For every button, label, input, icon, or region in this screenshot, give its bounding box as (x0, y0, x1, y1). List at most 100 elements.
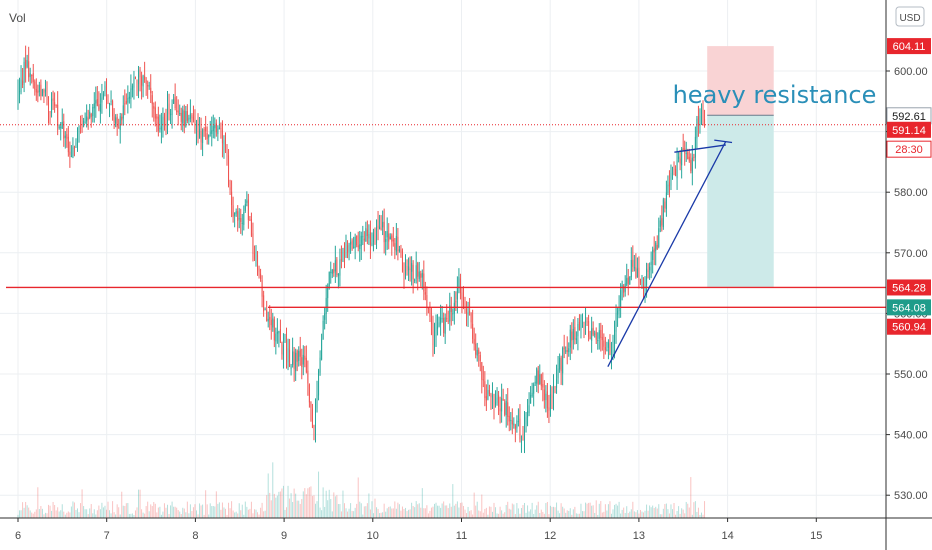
volume-bar (282, 485, 284, 518)
candle-body (578, 321, 580, 331)
volume-bar (279, 491, 281, 518)
take-profit-zone[interactable] (707, 115, 774, 288)
candle-body (604, 346, 606, 351)
volume-bar (368, 493, 370, 518)
volume-bar (228, 502, 230, 518)
candle-body (369, 231, 371, 246)
candle-body (636, 268, 638, 277)
candle-body (130, 88, 132, 99)
currency-button[interactable]: USD (895, 6, 925, 27)
volume-bar (278, 491, 280, 518)
volume-bar (253, 509, 255, 518)
volume-bar (63, 511, 65, 518)
candle-body (626, 278, 628, 286)
volume-bar (130, 513, 132, 518)
candle-body (652, 249, 654, 261)
candle-body (63, 121, 65, 139)
candle-body (263, 295, 265, 312)
volume-bar (205, 490, 207, 518)
candle-body (347, 245, 349, 253)
candle-body (160, 126, 162, 130)
volume-bar (377, 508, 379, 518)
candle-body (217, 128, 219, 135)
candle-body (313, 425, 315, 428)
candle-body (581, 319, 583, 321)
trendline[interactable] (674, 144, 726, 153)
candle-body (257, 254, 259, 270)
volume-bar (696, 511, 698, 518)
x-tick-label: 14 (721, 530, 733, 542)
trendline[interactable] (714, 139, 733, 144)
volume-bar (194, 504, 196, 518)
candle-body (86, 116, 88, 122)
stop-loss-zone[interactable] (707, 46, 774, 116)
candle-body (211, 130, 213, 134)
volume-bar (382, 512, 384, 518)
volume-bar (563, 508, 565, 518)
candle-body (195, 122, 197, 133)
volume-bar (281, 488, 283, 518)
volume-bar (652, 505, 654, 518)
candle-body (530, 394, 532, 404)
candle-body (502, 399, 504, 401)
volume-bar (562, 506, 564, 518)
candle-body (418, 271, 420, 279)
y-tick-label: 530.00 (894, 490, 928, 502)
candle-body (594, 333, 596, 335)
volume-bar (501, 510, 503, 518)
candle-body (633, 267, 635, 269)
candle-body (676, 160, 678, 179)
volume-bar (340, 511, 342, 518)
volume-bar (449, 503, 451, 518)
volume-bar (231, 501, 233, 518)
candle-body (414, 279, 416, 281)
volume-bar (221, 502, 223, 518)
candle-body (351, 240, 353, 249)
volume-bar (211, 506, 213, 518)
candle-body (240, 217, 242, 222)
volume-bar (353, 511, 355, 518)
candle-body (411, 263, 413, 272)
candle-body (124, 103, 126, 105)
volume-bar (467, 506, 469, 518)
candle-body (289, 349, 291, 367)
volume-bar (362, 514, 364, 518)
volume-bar (559, 513, 561, 518)
candle-body (395, 235, 397, 252)
drawings[interactable] (0, 124, 886, 368)
candle-body (650, 261, 652, 265)
candle-body (420, 273, 422, 278)
y-tick-label: 580.00 (894, 187, 928, 199)
candle-body (475, 343, 477, 355)
volume-bar (345, 508, 347, 518)
candle-body (691, 157, 693, 174)
annotation-heavy-resistance[interactable]: heavy resistance (673, 81, 877, 109)
candle-body (627, 277, 629, 284)
volume-bar (37, 487, 39, 518)
candle-body (214, 124, 216, 129)
candle-body (536, 368, 538, 384)
volume-bar (324, 506, 326, 518)
candle-body (673, 168, 675, 170)
x-tick-label: 7 (104, 530, 110, 542)
candle-body (498, 395, 500, 408)
candle-body (548, 407, 550, 411)
trendline[interactable] (607, 140, 727, 368)
volume-bar (321, 510, 323, 518)
candle-body (504, 402, 506, 415)
candle-body (671, 167, 673, 172)
candle-body (520, 441, 522, 443)
volume-bar (499, 506, 501, 518)
position-zones[interactable] (707, 46, 774, 288)
volume-bar (542, 511, 544, 518)
candle-body (408, 266, 410, 271)
candle-body (44, 89, 46, 92)
volume-bar (151, 506, 153, 518)
currency-button-frame (895, 6, 925, 27)
candle-body (394, 243, 396, 251)
candle-body (61, 121, 63, 129)
candle-body (162, 116, 164, 126)
candle-body (546, 391, 548, 409)
